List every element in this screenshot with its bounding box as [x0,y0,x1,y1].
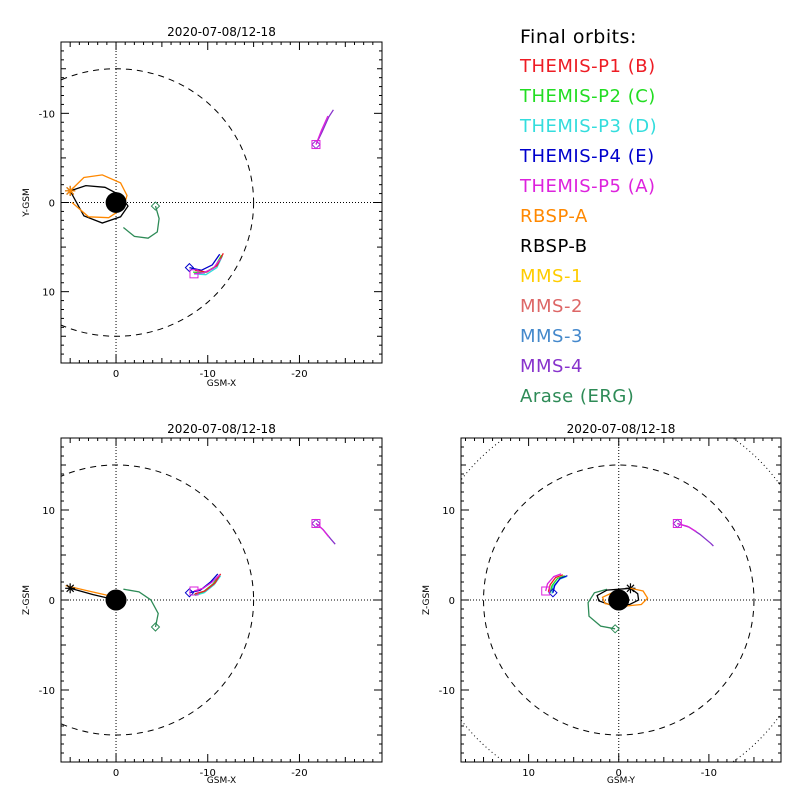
legend-item-mms-4: MMS-4 [520,356,583,377]
legend-item-themis-p4: THEMIS-P4 (E) [520,146,655,167]
legend-item-mms-1: MMS-1 [520,266,583,287]
orbit-series-8 [193,574,221,592]
plot-area [61,42,382,363]
legend-item-rbsp-b: RBSP-B [520,236,588,257]
earth-disk [608,589,630,611]
x-tick-label: -10 [701,768,717,779]
earth-disk [105,589,127,611]
axis-ticks [60,437,383,763]
chart-title: 2020-07-08/12-18 [167,25,276,39]
orbit-series-1 [69,184,129,224]
y-tick-label: 0 [449,596,455,607]
orbit-series-5 [549,575,565,593]
y-tick-label: -10 [39,109,55,120]
legend-item-mms-3: MMS-3 [520,326,583,347]
orbit-series-4 [189,253,221,271]
x-tick-label: 0 [113,369,119,380]
diamond-marker [548,588,558,598]
y-axis-label: Y-GSM [22,188,32,217]
x-tick-label: -10 [200,768,216,779]
legend: Final orbits: THEMIS-P1 (B) THEMIS-P2 (C… [520,22,790,412]
orbit-series-3 [122,205,160,239]
plot-area [61,438,382,762]
x-axis-label: GSM-Y [607,776,636,786]
y-tick-label: 10 [42,288,55,299]
axis-ticks [60,41,383,364]
asterisk-marker [65,185,76,196]
legend-item-themis-p1: THEMIS-P1 (B) [520,56,656,77]
y-axis-label: Z-GSM [422,585,432,615]
orbit-series-3 [123,588,159,628]
legend-item-mms-2: MMS-2 [520,296,583,317]
diamond-marker [610,624,620,634]
legend-title: Final orbits: [520,26,637,48]
orbit-series-8 [193,258,222,275]
y-tick-label: -10 [39,686,55,697]
legend-item-themis-p5: THEMIS-P5 (A) [520,176,656,197]
reference-circle [61,464,255,736]
orbit-series-10 [677,522,697,533]
orbit-series-10 [315,115,329,145]
y-tick-label: 10 [442,506,455,517]
x-tick-label: -10 [200,369,216,380]
legend-item-arase: Arase (ERG) [520,386,635,407]
diamond-marker [311,139,321,150]
square-marker [311,519,321,528]
square-marker [189,586,199,596]
square-marker [672,519,682,528]
x-tick-label: 10 [522,768,535,779]
x-tick-label: 0 [616,768,622,779]
diamond-marker [150,622,161,632]
legend-item-themis-p2: THEMIS-P2 (C) [520,86,656,107]
y-tick-label: 0 [49,199,55,210]
orbit-series-9 [677,522,714,547]
y-tick-label: 10 [42,506,55,517]
square-marker [189,269,199,279]
chart-title: 2020-07-08/12-18 [167,422,276,436]
y-tick-label: -10 [439,686,455,697]
orbit-series-2 [69,174,128,219]
x-tick-label: -20 [291,768,307,779]
square-marker [541,586,551,596]
y-axis-label: Z-GSM [22,585,32,615]
earth-disk [105,192,127,213]
orbit-series-3 [601,587,649,607]
diamond-marker [184,588,195,598]
axis-ticks [461,437,782,763]
square-marker [311,140,321,150]
orbit-series-1 [587,588,616,630]
x-axis-label: GSM-X [207,776,236,786]
chart-panel-1: 0 -10 -20 -10 0 10 2020-07-08/12-18 GSM-X Y-GSM [22,25,383,389]
chart-title: 2020-07-08/12-18 [567,422,676,436]
legend-item-rbsp-a: RBSP-A [520,206,588,227]
asterisk-marker [625,583,636,594]
orbit-series-6 [194,573,222,595]
orbit-series-10 [315,523,330,538]
x-axis-label: GSM-X [207,379,236,389]
diamond-marker [150,201,161,211]
plot-area [461,438,781,762]
reference-circle [61,68,255,337]
chart-panel-3: 10 0 -10 -10 0 10 2020-07-08/12-18 GSM-Y Z-GSM [422,422,782,786]
reference-circle [483,464,755,736]
diamond-marker [184,262,195,273]
chart-panel-2: 0 -10 -20 -10 0 10 2020-07-08/12-18 GSM-X Z-GSM [22,422,383,786]
x-tick-label: -20 [291,369,307,380]
y-tick-label: 0 [49,596,55,607]
asterisk-marker [65,583,76,594]
legend-item-themis-p3: THEMIS-P3 (D) [520,116,658,137]
x-tick-label: 0 [113,768,119,779]
